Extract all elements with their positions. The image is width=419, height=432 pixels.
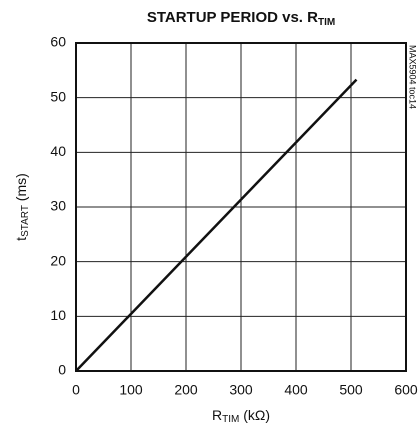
x-label-main: R (212, 407, 222, 423)
y-tick-label: 60 (50, 34, 66, 50)
y-label-main: t (13, 237, 29, 241)
chart-title: STARTUP PERIOD vs. RTIM (147, 9, 335, 28)
y-tick-label: 30 (50, 198, 66, 214)
plot-frame (75, 42, 407, 372)
x-tick-label: 600 (394, 382, 418, 398)
x-tick-label: 300 (229, 382, 253, 398)
title-main: STARTUP PERIOD vs. R (147, 9, 318, 26)
y-tick-label: 50 (50, 88, 66, 104)
y-tick-label: 0 (58, 362, 66, 378)
y-tick-label: 10 (50, 307, 66, 323)
x-tick-label: 500 (339, 382, 363, 398)
y-label-unit: (ms) (13, 173, 29, 205)
x-label-subscript: TIM (222, 414, 239, 425)
y-tick-label: 20 (50, 252, 66, 268)
x-tick-label: 100 (119, 382, 143, 398)
x-label-unit: (kΩ) (239, 407, 270, 423)
y-axis-label: tSTART (ms) (13, 173, 31, 241)
x-axis-label: RTIM (kΩ) (212, 407, 270, 425)
data-line (75, 78, 358, 372)
x-tick-label: 200 (174, 382, 198, 398)
x-tick-label: 400 (284, 382, 308, 398)
x-tick-label: 0 (72, 382, 80, 398)
title-subscript: TIM (318, 17, 335, 28)
y-tick-label: 40 (50, 143, 66, 159)
side-note: MAX5904 toc14 (408, 45, 418, 109)
y-label-subscript: START (20, 205, 31, 237)
